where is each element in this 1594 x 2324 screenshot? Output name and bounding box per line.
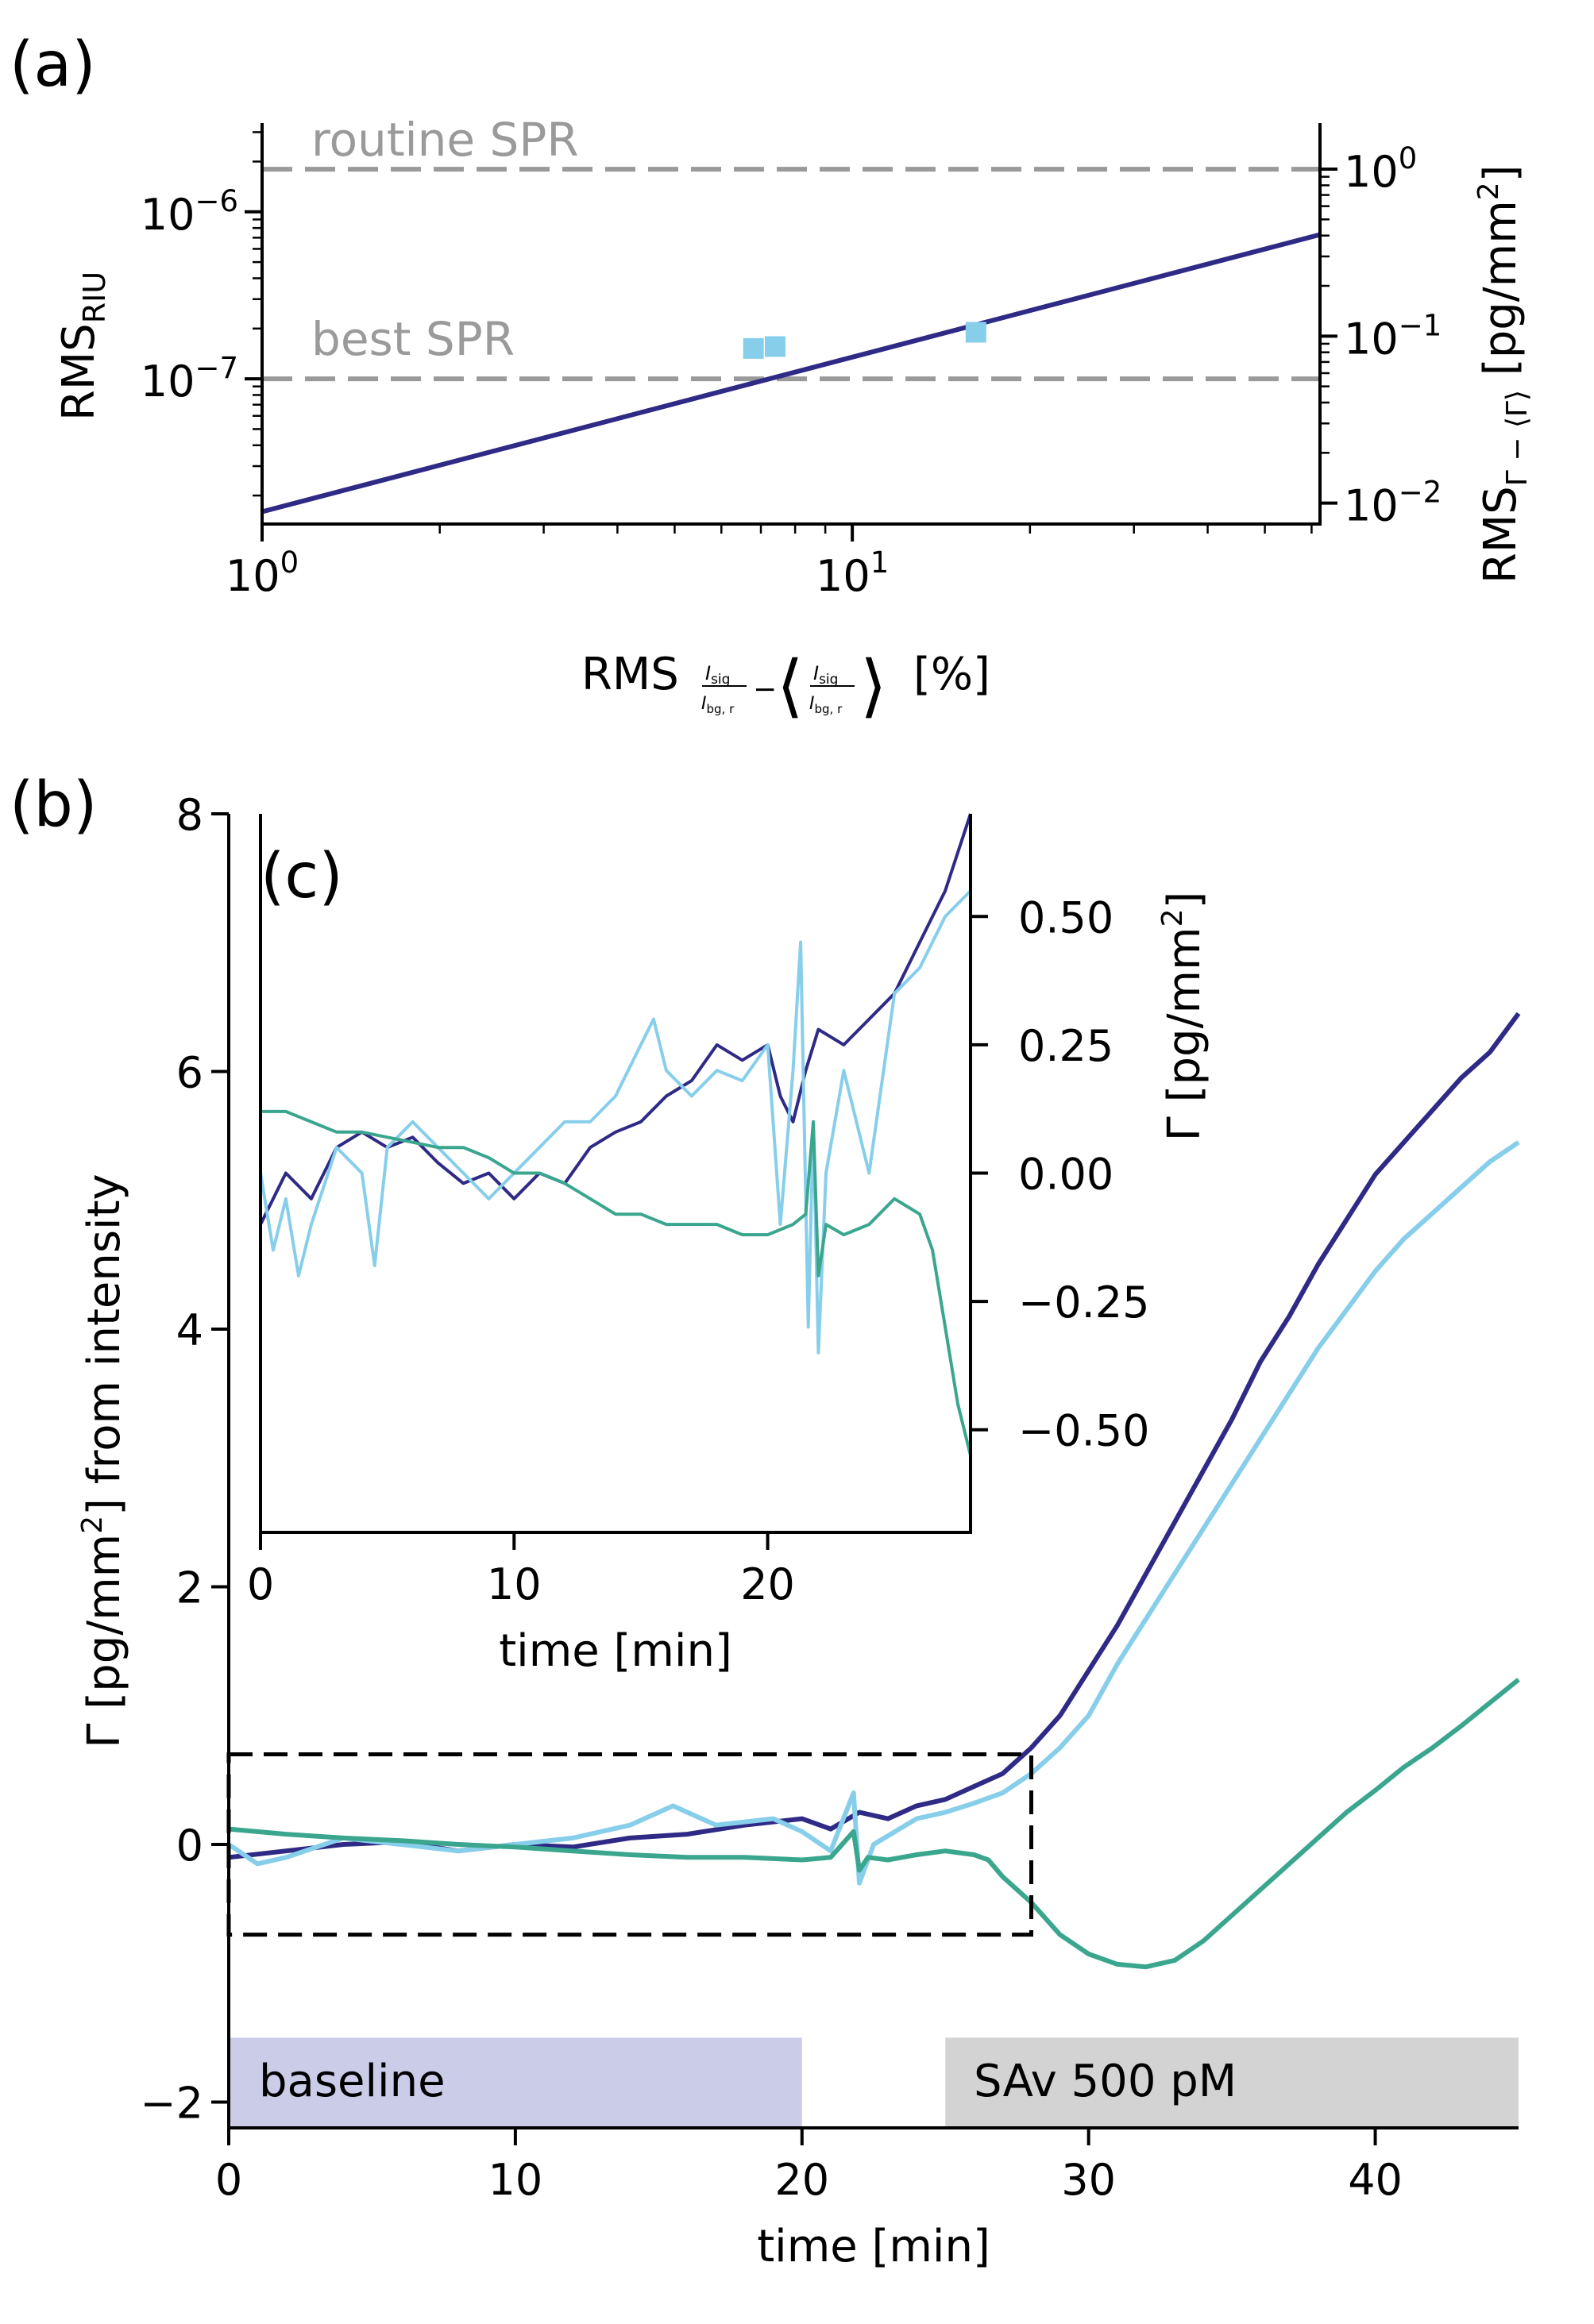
best-spr-label: best SPR xyxy=(311,312,515,366)
band-sav xyxy=(945,2037,1519,2128)
fit-line xyxy=(261,232,1321,515)
series-dark-blue xyxy=(228,1012,1521,1860)
y-tick-label: 10−7 xyxy=(141,351,238,407)
panel-c-ticks: 0 10 20 −0.50 −0.25 0.00 0.25 0.50 xyxy=(247,892,1150,1609)
right-y-tick-label: 10−1 xyxy=(1344,308,1442,364)
inset-series-dark-blue xyxy=(259,813,972,1225)
inset-y-tick-label: 0.00 xyxy=(1018,1150,1113,1200)
panel-b-xlabel: time [min] xyxy=(757,2221,990,2272)
panel-a-spines xyxy=(261,123,1322,526)
routine-spr-label: routine SPR xyxy=(311,113,579,167)
x-tick-label: 101 xyxy=(816,545,889,601)
data-point xyxy=(743,337,764,359)
inset-y-tick-label: 0.50 xyxy=(1018,892,1113,942)
panel-c-chart: (c) 0 10 20 −0.50 −0.25 0.00 0.25 0.50 Γ [pg/mm… xyxy=(247,813,1210,1677)
panel-b-bands xyxy=(229,2037,1519,2128)
y-tick-label: 6 xyxy=(176,1048,203,1098)
data-point xyxy=(965,322,986,343)
right-y-tick-label: 10−2 xyxy=(1344,476,1442,531)
series-light-blue xyxy=(227,1140,1520,1886)
panel-c-xlabel: time [min] xyxy=(499,1625,732,1677)
inset-series-light-blue xyxy=(259,889,972,1355)
x-tick-label: 100 xyxy=(226,545,299,601)
x-tick-label: 20 xyxy=(774,2155,829,2205)
panel-c-series xyxy=(259,813,972,1456)
svg-text:Ibg, r: Ibg, r xyxy=(809,694,843,716)
svg-text:Isig: Isig xyxy=(813,662,838,688)
right-y-tick-label: 100 xyxy=(1344,141,1417,197)
panel-a-right-ylabel: RMSΓ − ⟨Γ⟩ [pg/mm2] xyxy=(1472,164,1534,584)
inset-x-tick-label: 20 xyxy=(740,1559,795,1609)
y-tick-label: 8 xyxy=(176,790,203,840)
svg-text:Ibg, r: Ibg, r xyxy=(701,694,735,716)
band-label-sav: SAv 500 pM xyxy=(974,2056,1237,2107)
panel-a-ylabel: RMSRIU xyxy=(53,272,112,421)
svg-text:Isig: Isig xyxy=(705,662,730,688)
svg-text:⟨: ⟨ xyxy=(777,646,804,726)
data-point xyxy=(764,336,785,357)
panel-c-spines xyxy=(259,814,972,1534)
inset-y-tick-label: 0.25 xyxy=(1018,1021,1113,1071)
x-tick-label: 40 xyxy=(1348,2155,1403,2205)
x-tick-label: 0 xyxy=(215,2155,242,2205)
reference-lines xyxy=(262,167,1320,382)
panel-b-spines xyxy=(227,814,1519,2129)
svg-text:[%]: [%] xyxy=(913,649,990,700)
inset-y-tick-label: −0.50 xyxy=(1018,1406,1149,1456)
inset-x-tick-label: 0 xyxy=(247,1559,274,1609)
panel-b-ylabel: Γ [pg/mm2] from intensity xyxy=(76,1174,130,1748)
panel-b-label: (b) xyxy=(10,769,97,841)
y-tick-label: 0 xyxy=(176,1821,203,1871)
panel-a-label: (a) xyxy=(10,29,96,101)
x-tick-label: 30 xyxy=(1061,2155,1116,2205)
x-tick-label: 10 xyxy=(488,2155,543,2205)
y-tick-label: 2 xyxy=(176,1563,203,1613)
y-tick-label: 10−6 xyxy=(141,184,238,240)
inset-x-tick-label: 10 xyxy=(487,1559,542,1609)
y-tick-label: 4 xyxy=(176,1305,203,1355)
svg-text:−: − xyxy=(753,673,777,706)
svg-text:RMS: RMS xyxy=(581,649,679,700)
band-baseline xyxy=(229,2037,802,2128)
panel-c-label: (c) xyxy=(261,841,343,912)
inset-series-teal xyxy=(261,1109,972,1456)
panel-a-chart: routine SPR best SPR 100 10110−610−710010… xyxy=(53,113,1534,726)
y-tick-label: −2 xyxy=(140,2079,203,2129)
panel-a-ticks: 100 101 10−6 10−7 100 10−1 10−2 xyxy=(141,131,1442,601)
inset-y-tick-label: −0.25 xyxy=(1018,1278,1149,1328)
panel-a-series xyxy=(261,232,1321,515)
panel-b-series xyxy=(227,1012,1521,1970)
band-label-baseline: baseline xyxy=(259,2056,446,2107)
series-teal xyxy=(228,1678,1520,1970)
svg-text:⟩: ⟩ xyxy=(860,646,887,726)
panel-c-ylabel: Γ [pg/mm2] xyxy=(1156,892,1210,1142)
panel-a-xlabel: RMS Isig Ibg, r − ⟨ Isig Ibg, r ⟩ [%] xyxy=(581,646,990,726)
